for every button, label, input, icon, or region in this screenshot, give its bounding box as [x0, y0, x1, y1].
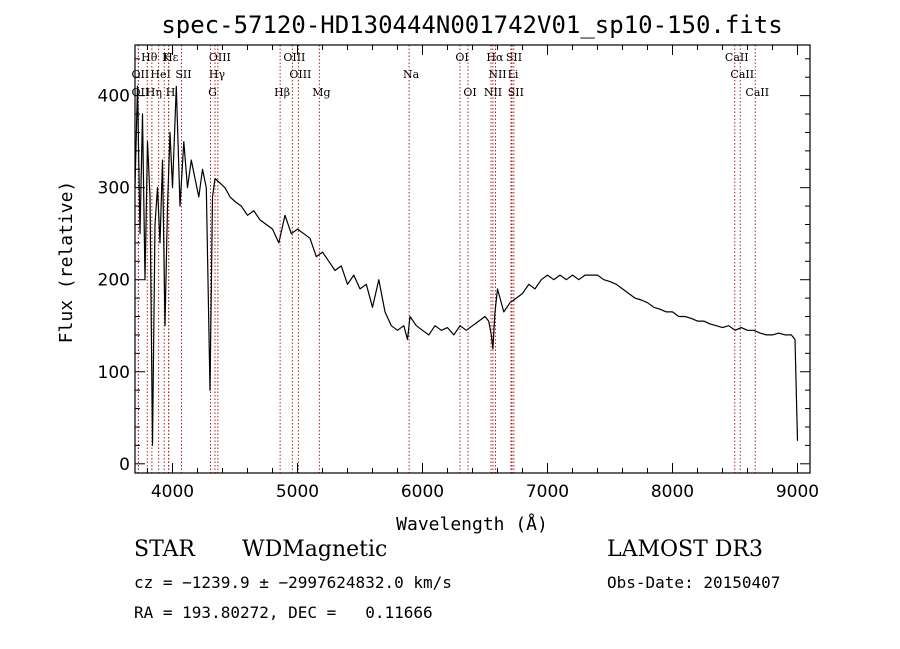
marker-label: OII: [132, 68, 150, 81]
axes: 4000 5000 6000 7000 8000 9000 0 100 200 300 400: [98, 45, 819, 502]
y-tick-label: 400: [98, 87, 130, 107]
redshift-text: cz = −1239.9 ± −2997624832.0 km/s: [134, 573, 452, 592]
x-axis-label: Wavelength (Å): [396, 513, 548, 535]
marker-label: OIII: [209, 51, 231, 64]
marker-label: OI: [463, 86, 476, 99]
y-tick-label: 100: [98, 363, 130, 383]
marker-label: SII: [506, 51, 522, 64]
marker-label: CaII: [725, 51, 749, 64]
marker-label: CaII: [730, 68, 754, 81]
marker-label: Hβ: [274, 86, 290, 99]
y-tick-label: 300: [98, 179, 130, 199]
plot-frame: [134, 44, 811, 474]
marker-label: HeI: [150, 68, 170, 81]
marker-label: SII: [175, 68, 191, 81]
marker-label: Mg: [312, 86, 330, 99]
class-label: STAR: [134, 537, 195, 562]
marker-label: Hη: [146, 86, 162, 99]
survey-label: LAMOST DR3: [607, 537, 763, 562]
subclass-label: WDMagnetic: [242, 537, 388, 562]
marker-label: NII: [484, 86, 502, 99]
marker-label: SII: [508, 86, 524, 99]
y-tick-label: 0: [119, 455, 130, 475]
marker-label: Hθ: [141, 51, 158, 64]
obs-date-text: Obs-Date: 20150407: [607, 573, 781, 592]
x-tick-label: 7000: [526, 482, 569, 502]
marker-label: H: [166, 86, 176, 99]
marker-label: OIII: [283, 51, 305, 64]
spectrum-series: [134, 85, 799, 446]
x-tick-label: 5000: [276, 482, 319, 502]
y-axis-label: Flux (relative): [56, 181, 77, 344]
y-tick-label: 200: [98, 271, 130, 291]
x-tick-label: 4000: [151, 482, 194, 502]
marker-label: OI: [455, 51, 468, 64]
marker-label: Na: [403, 68, 420, 81]
x-tick-label: 6000: [401, 482, 444, 502]
marker-label: Hε: [163, 51, 179, 64]
x-tick-label: 8000: [651, 482, 694, 502]
marker-label: NII: [488, 68, 506, 81]
marker-label: Hα: [486, 51, 504, 64]
marker-label: CaII: [745, 86, 769, 99]
marker-label: G: [208, 86, 217, 99]
radec-text: RA = 193.80272, DEC = 0.11666: [134, 603, 433, 622]
spectrum-line: [134, 85, 799, 446]
chart-title: spec-57120-HD130444N001742V01_sp10-150.f…: [161, 11, 782, 39]
marker-label: OIII: [289, 68, 311, 81]
marker-label: K: [162, 51, 171, 64]
x-tick-label: 9000: [776, 482, 819, 502]
marker-label: Hγ: [209, 68, 226, 81]
marker-label: Li: [508, 68, 519, 81]
